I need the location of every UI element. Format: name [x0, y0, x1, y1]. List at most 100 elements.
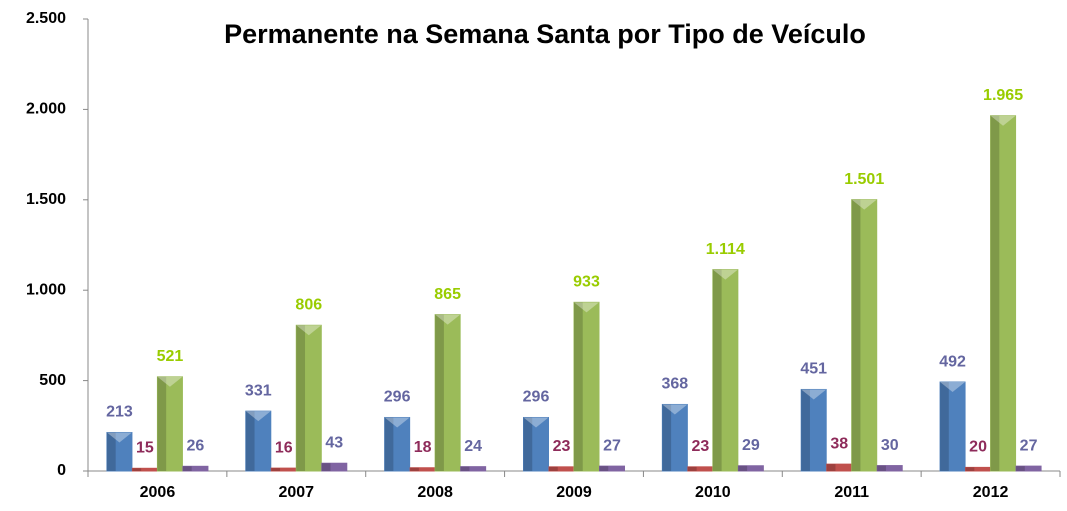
data-label: 26 — [187, 438, 205, 455]
bar-shade — [712, 269, 722, 471]
bar — [182, 465, 209, 472]
bar — [156, 376, 183, 472]
data-label: 865 — [434, 286, 461, 303]
bar-cap — [574, 302, 599, 313]
bar — [106, 431, 133, 472]
data-label: 43 — [325, 434, 343, 451]
bar — [460, 466, 487, 472]
x-tick-label: 2011 — [834, 484, 869, 501]
bar-shade — [132, 468, 142, 471]
data-label: 23 — [691, 438, 709, 455]
bar — [939, 381, 966, 472]
bar-shade — [940, 382, 949, 471]
data-label: 451 — [800, 361, 827, 378]
data-label: 296 — [523, 389, 550, 406]
bar-cap — [801, 389, 827, 400]
y-tick-label: 2.500 — [26, 10, 66, 27]
data-label: 521 — [157, 348, 184, 365]
data-label: 27 — [1020, 437, 1038, 454]
bar-shade — [965, 467, 975, 471]
data-label: 1.114 — [706, 241, 745, 258]
bar-shade — [296, 325, 306, 471]
bar — [573, 301, 600, 472]
data-label: 30 — [881, 437, 899, 454]
bar-shade — [435, 314, 444, 471]
data-label: 24 — [464, 438, 482, 455]
chart-title: Permanente na Semana Santa por Tipo de V… — [224, 19, 866, 49]
bar-shade — [1016, 466, 1025, 471]
data-label: 296 — [384, 389, 411, 406]
bar-cap — [990, 115, 1016, 126]
bar-shade — [182, 466, 192, 471]
bar-cap — [851, 199, 877, 210]
y-tick-label: 0 — [57, 462, 66, 479]
bar-shade — [662, 404, 672, 471]
bar — [851, 199, 878, 472]
data-label: 1.501 — [844, 171, 884, 188]
x-tick-label: 2009 — [556, 484, 592, 501]
bar — [737, 465, 764, 472]
bar-shade — [574, 302, 583, 471]
x-tick-label: 2007 — [278, 484, 314, 501]
x-tick-label: 2010 — [695, 484, 731, 501]
data-label: 213 — [106, 404, 133, 421]
x-tick-label: 2006 — [140, 484, 176, 501]
bar-shade — [245, 411, 255, 471]
bar — [295, 324, 322, 472]
bar — [245, 410, 272, 472]
data-label: 16 — [275, 439, 293, 456]
bar-cap — [523, 417, 549, 428]
bar-cap — [296, 325, 322, 336]
data-label: 368 — [662, 376, 689, 393]
bar-shade — [106, 432, 116, 471]
data-label: 20 — [969, 439, 987, 456]
bar — [876, 465, 903, 472]
bar — [599, 465, 625, 472]
bar-shade — [801, 389, 810, 471]
bar-shade — [990, 115, 1000, 471]
data-label: 27 — [603, 437, 621, 454]
bar — [1015, 465, 1042, 472]
bar-cap — [157, 376, 183, 387]
bar-cap — [712, 269, 738, 280]
bar — [800, 388, 827, 472]
bar — [434, 314, 461, 472]
y-tick-label: 1.000 — [26, 281, 66, 298]
bar — [661, 403, 688, 472]
data-label: 18 — [414, 439, 432, 456]
bar-shade — [851, 199, 861, 471]
data-label: 1.965 — [983, 87, 1023, 104]
bar-shade — [157, 376, 167, 471]
bar — [712, 269, 739, 472]
bar — [990, 115, 1017, 472]
data-label: 806 — [295, 296, 322, 313]
y-tick-label: 2.000 — [26, 101, 66, 118]
bar-cap — [435, 314, 461, 325]
data-label: 933 — [573, 274, 600, 291]
bar-cap — [940, 382, 966, 393]
bar-shade — [460, 466, 470, 471]
bar-shade — [599, 466, 609, 471]
bar-shade — [410, 467, 419, 471]
bar-shade — [826, 464, 836, 471]
bar-shade — [549, 466, 558, 471]
data-label: 492 — [939, 353, 966, 370]
x-tick-label: 2012 — [973, 484, 1009, 501]
bar-shade — [271, 468, 281, 471]
data-label: 23 — [553, 438, 571, 455]
bar-shade — [384, 417, 394, 471]
bar — [384, 416, 411, 472]
y-tick-label: 1.500 — [26, 191, 66, 208]
data-label: 38 — [830, 435, 848, 452]
bar — [523, 416, 549, 472]
bar-shade — [321, 463, 331, 471]
data-label: 15 — [136, 440, 154, 457]
bar-shade — [738, 465, 748, 471]
bar-shade — [687, 466, 697, 471]
data-label: 29 — [742, 437, 760, 454]
bar-cap — [106, 432, 132, 443]
data-label: 331 — [245, 382, 272, 399]
bar-shade — [523, 417, 533, 471]
y-tick-label: 500 — [39, 372, 66, 389]
